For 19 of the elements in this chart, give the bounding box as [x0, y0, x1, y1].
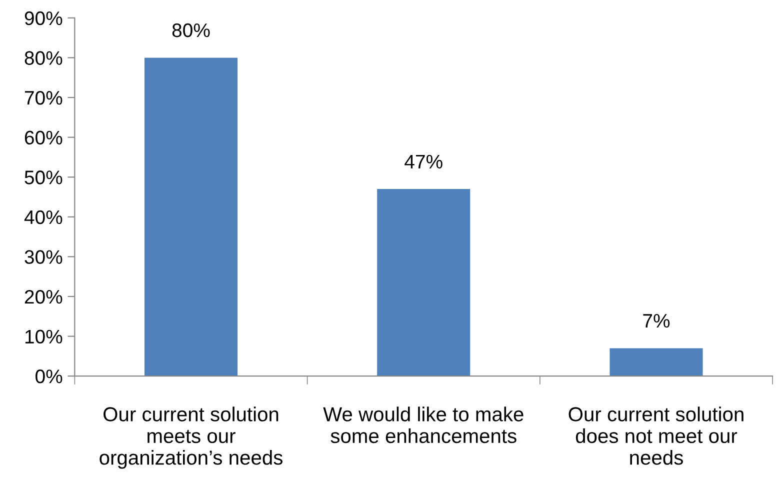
y-tick-label: 80% [24, 51, 62, 65]
y-tick-label: 40% [24, 210, 62, 224]
y-tick-label: 30% [24, 250, 62, 264]
bar [377, 189, 470, 376]
y-tick-label: 60% [24, 130, 62, 145]
y-tick-label: 20% [24, 290, 62, 304]
x-tick-label: Our current solution meets our organization’s needs [100, 406, 282, 469]
bar [144, 58, 238, 376]
data-label: 80% [172, 23, 210, 38]
y-tick-label: 90% [24, 11, 62, 26]
y-tick-label: 70% [24, 90, 62, 105]
y-tick-label: 0% [36, 370, 62, 384]
x-tick-label: We would like to make some enhancements [323, 406, 524, 444]
data-label: 7% [643, 314, 670, 328]
y-tick-label: 10% [25, 330, 62, 344]
y-tick-label: 50% [24, 170, 62, 184]
data-label: 47% [404, 154, 442, 168]
bar [610, 348, 703, 376]
x-tick-label: Our current solution does not meet our needs [568, 406, 744, 465]
